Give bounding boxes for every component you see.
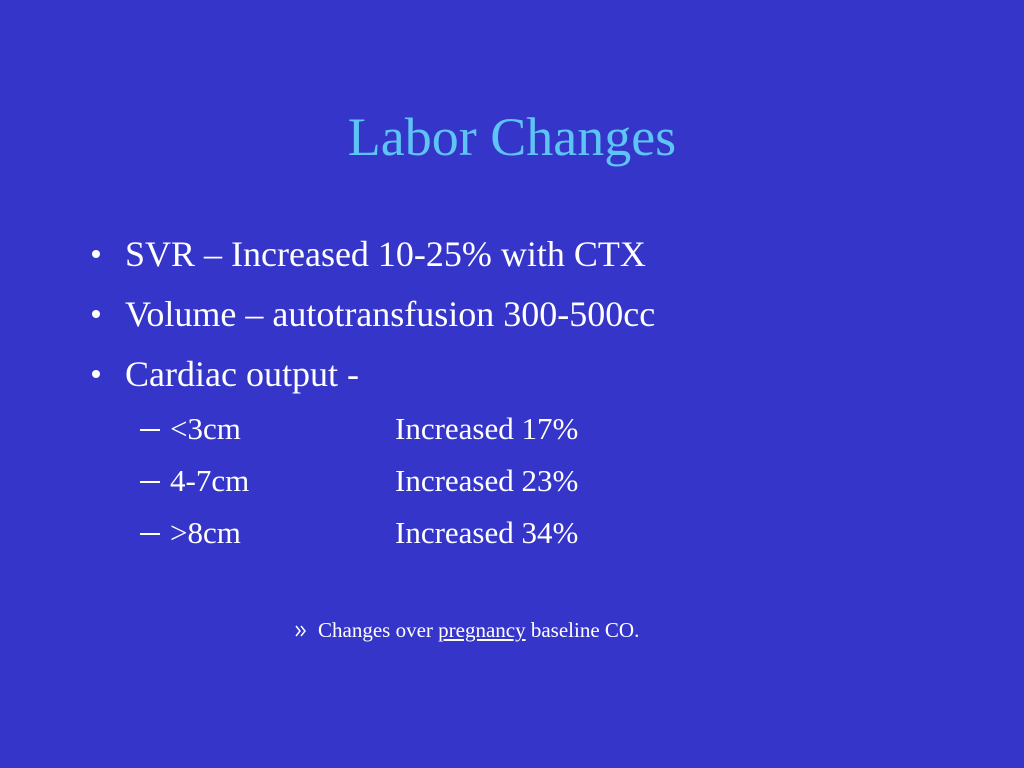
bullet-text: SVR – Increased 10-25% with CTX: [125, 234, 646, 274]
note-text: Changes over: [318, 618, 433, 642]
chevron: [300, 625, 306, 637]
chevron: [295, 625, 301, 637]
bullet: [92, 310, 100, 318]
sub-value: Increased 17%: [395, 411, 579, 446]
sub-value: Increased 23%: [395, 463, 579, 498]
title: Labor Changes: [347, 107, 677, 167]
sub-label: <3cm: [170, 411, 241, 446]
note-link[interactable]: pregnancy: [438, 618, 526, 642]
sub-label: >8cm: [170, 515, 241, 550]
bullet-text: Cardiac output -: [125, 354, 359, 394]
note: Changes over pregnancy baseline CO.: [318, 620, 639, 641]
bullet: [92, 370, 100, 378]
sub-value: Increased 34%: [395, 515, 579, 550]
note-text: baseline CO.: [530, 618, 640, 642]
bullet-text: Volume – autotransfusion 300-500cc: [125, 294, 656, 334]
bullet: [92, 250, 100, 258]
sub-label: 4-7cm: [170, 463, 250, 498]
